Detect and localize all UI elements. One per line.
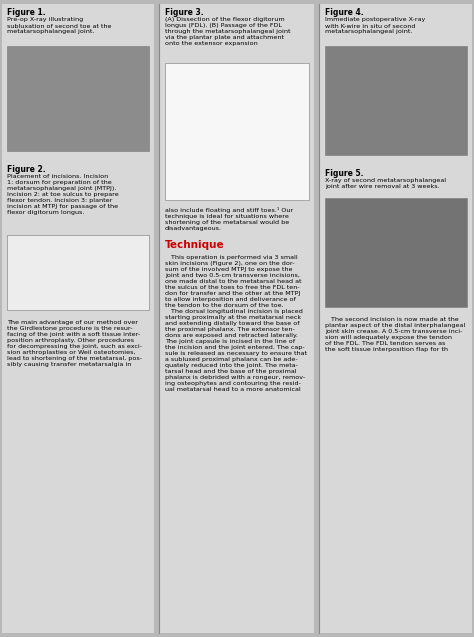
Text: also include floating and stiff toes.¹ Our
technique is ideal for situations whe: also include floating and stiff toes.¹ O… — [165, 207, 293, 231]
Bar — [320, 4, 472, 633]
Bar — [2, 4, 154, 633]
Text: (A) Dissection of the flexor digitorum
longus (FDL). (B) Passage of the FDL
thro: (A) Dissection of the flexor digitorum l… — [165, 17, 290, 47]
Text: Figure 3.: Figure 3. — [165, 8, 203, 17]
Text: Technique: Technique — [165, 240, 224, 250]
Text: Figure 2.: Figure 2. — [8, 164, 46, 173]
Text: The second incision is now made at the
plantar aspect of the distal interphalang: The second incision is now made at the p… — [325, 317, 465, 352]
Text: Pre-op X-ray illustrating
subluxation of second toe at the
metatarsophalangeal j: Pre-op X-ray illustrating subluxation of… — [8, 17, 112, 34]
Bar — [8, 46, 149, 151]
Bar — [160, 4, 314, 633]
Text: The main advantage of our method over
the Girdlestone procedure is the resur-
fa: The main advantage of our method over th… — [8, 320, 142, 367]
Bar — [325, 199, 466, 308]
Text: Immediate postoperative X-ray
with K-wire in situ of second
metatarsophalangeal : Immediate postoperative X-ray with K-wir… — [325, 17, 425, 34]
Text: Figure 5.: Figure 5. — [325, 169, 364, 178]
Text: Figure 4.: Figure 4. — [325, 8, 364, 17]
Text: Placement of incisions. Incision
1: dorsum for preparation of the
metatarsophala: Placement of incisions. Incision 1: dors… — [8, 174, 119, 215]
Bar — [325, 46, 466, 155]
Text: X-ray of second metatarsophalangeal
joint after wire removal at 3 weeks.: X-ray of second metatarsophalangeal join… — [325, 178, 446, 189]
Bar — [8, 236, 149, 310]
Text: Figure 1.: Figure 1. — [8, 8, 46, 17]
Text: This operation is performed via 3 small
skin incisions (Figure 2), one on the do: This operation is performed via 3 small … — [165, 255, 307, 392]
Bar — [165, 62, 309, 200]
